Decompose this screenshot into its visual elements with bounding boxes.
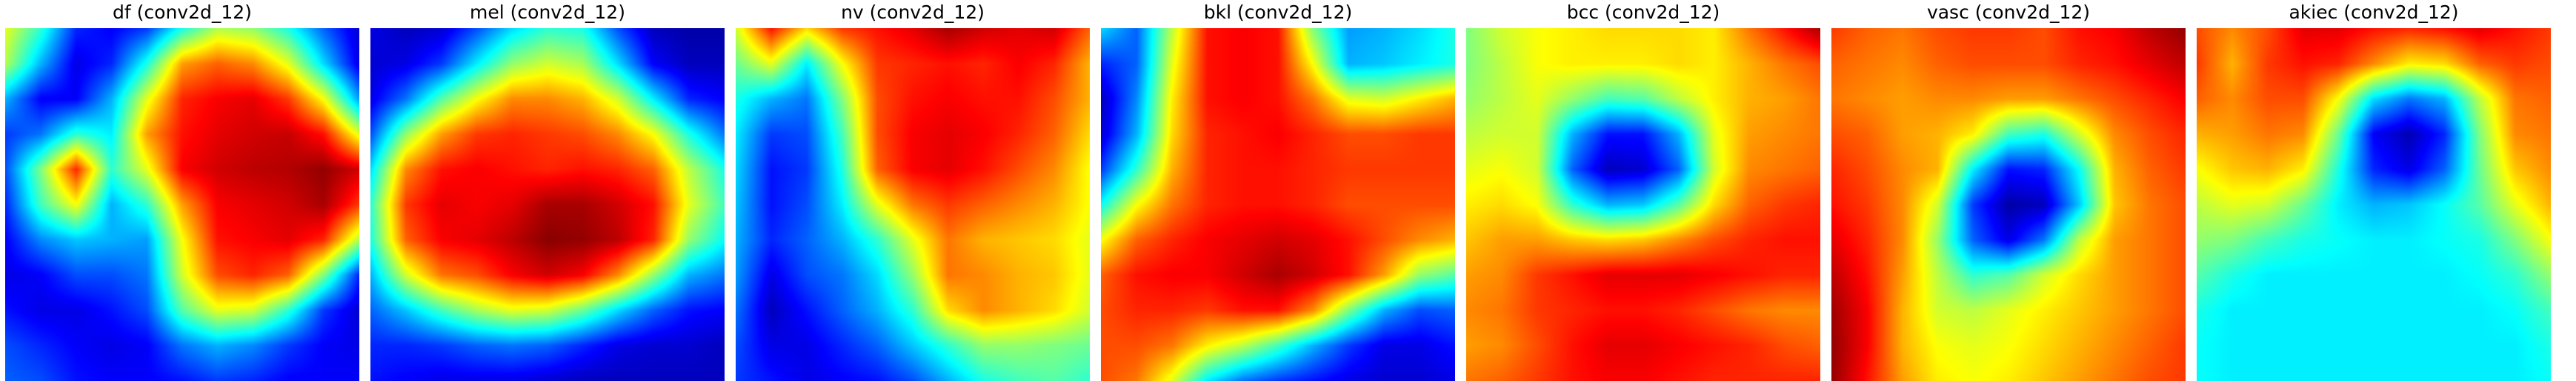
panel-title: mel (conv2d_12) <box>470 1 625 23</box>
panel-title: df (conv2d_12) <box>113 1 252 23</box>
heatmap-bcc <box>1466 28 1820 381</box>
heatmap-vasc <box>1831 28 2186 381</box>
panel-bkl: bkl (conv2d_12) <box>1101 0 1455 381</box>
panel-title: bkl (conv2d_12) <box>1203 1 1353 23</box>
panel-title: vasc (conv2d_12) <box>1926 1 2091 23</box>
panel-nv: nv (conv2d_12) <box>736 0 1090 381</box>
heatmap-mel <box>370 28 725 381</box>
panel-df: df (conv2d_12) <box>5 0 359 381</box>
panel-mel: mel (conv2d_12) <box>370 0 725 381</box>
heatmap-df <box>5 28 359 381</box>
heatmap-bkl <box>1101 28 1455 381</box>
heatmap-akiec <box>2197 28 2551 381</box>
panel-title: bcc (conv2d_12) <box>1566 1 1720 23</box>
panel-title: akiec (conv2d_12) <box>2289 1 2459 23</box>
panel-akiec: akiec (conv2d_12) <box>2197 0 2551 381</box>
panel-title: nv (conv2d_12) <box>841 1 985 23</box>
panel-bcc: bcc (conv2d_12) <box>1466 0 1820 381</box>
panel-vasc: vasc (conv2d_12) <box>1831 0 2186 381</box>
heatmap-nv <box>736 28 1090 381</box>
